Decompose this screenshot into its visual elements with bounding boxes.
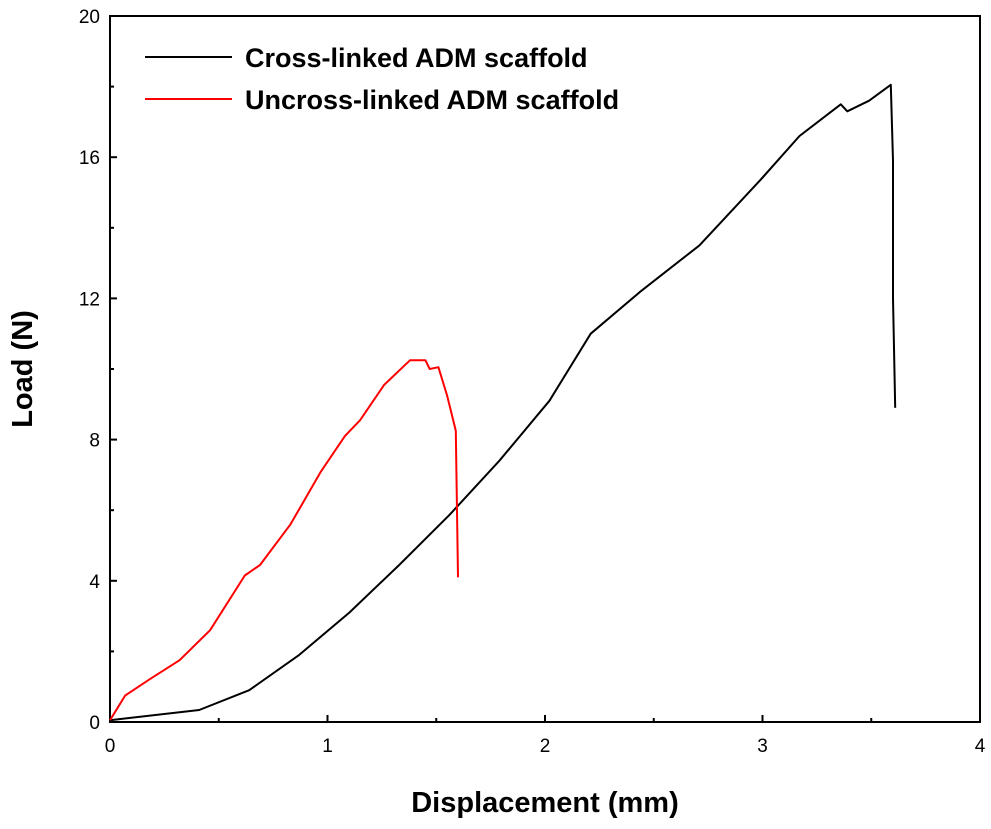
y-axis-label: Load (N) <box>7 310 39 428</box>
x-tick-label: 3 <box>757 736 768 757</box>
y-tick-label: 0 <box>89 713 100 734</box>
plot-frame <box>109 15 981 723</box>
y-tick-label: 20 <box>79 7 100 28</box>
legend-label: Uncross-linked ADM scaffold <box>245 85 619 115</box>
x-tick-label: 0 <box>105 736 116 757</box>
x-tick-label: 2 <box>540 736 551 757</box>
x-tick-label: 1 <box>322 736 333 757</box>
y-tick-label: 8 <box>89 431 100 452</box>
series-line-cross-linked <box>109 83 897 722</box>
x-axis-label: Displacement (mm) <box>411 787 679 819</box>
legend-label: Cross-linked ADM scaffold <box>245 43 588 73</box>
y-tick-label: 4 <box>89 572 100 593</box>
series-line-uncross-linked <box>109 359 459 721</box>
x-tick-label: 4 <box>975 736 986 757</box>
y-tick-label: 12 <box>79 289 100 310</box>
y-tick-label: 16 <box>79 148 100 169</box>
